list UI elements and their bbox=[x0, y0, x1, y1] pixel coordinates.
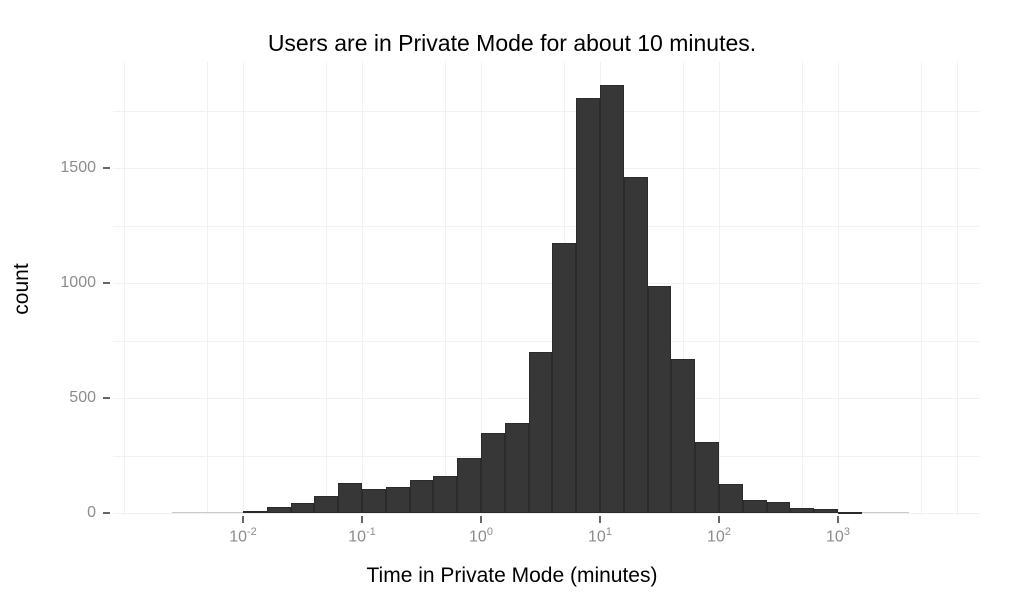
histogram-bar bbox=[600, 85, 624, 513]
gridline-vertical bbox=[802, 62, 804, 515]
gridline-horizontal bbox=[113, 513, 980, 514]
histogram-bar bbox=[861, 512, 886, 513]
x-tick-label: 102 bbox=[707, 526, 731, 546]
histogram-bar bbox=[481, 433, 505, 513]
y-tick-label: 1000 bbox=[60, 274, 96, 291]
histogram-bar bbox=[504, 422, 529, 513]
gridline-vertical bbox=[362, 62, 363, 515]
x-tick bbox=[242, 516, 244, 523]
histogram-bar bbox=[647, 286, 672, 513]
gridline-vertical bbox=[445, 62, 447, 515]
gridline-vertical bbox=[124, 62, 125, 515]
histogram-bar bbox=[671, 359, 696, 513]
histogram-bar bbox=[457, 458, 481, 513]
y-tick bbox=[103, 282, 110, 284]
x-tick bbox=[599, 516, 601, 523]
histogram-bar bbox=[338, 482, 362, 513]
histogram-bar bbox=[385, 487, 410, 513]
gridline-vertical bbox=[719, 62, 720, 515]
gridline-horizontal bbox=[113, 283, 980, 284]
histogram-bar bbox=[409, 480, 434, 513]
histogram-bar bbox=[266, 507, 291, 513]
y-tick-label: 1500 bbox=[60, 159, 96, 176]
histogram-bar bbox=[195, 512, 220, 513]
histogram-bar bbox=[433, 475, 458, 513]
histogram-bar bbox=[790, 507, 815, 513]
gridline-vertical bbox=[243, 62, 244, 515]
gridline-vertical bbox=[838, 62, 839, 515]
histogram-bar bbox=[838, 512, 862, 515]
y-tick bbox=[103, 167, 110, 169]
gridline-vertical bbox=[957, 62, 958, 515]
x-tick-label: 10-1 bbox=[348, 526, 376, 546]
histogram-bar bbox=[695, 441, 719, 513]
histogram-bar bbox=[528, 352, 553, 513]
x-tick-label: 101 bbox=[588, 526, 612, 546]
histogram-bar bbox=[742, 499, 767, 513]
histogram-bar bbox=[576, 97, 600, 513]
gridline-vertical bbox=[207, 62, 209, 515]
histogram-bar bbox=[814, 509, 838, 513]
gridline-vertical bbox=[481, 62, 482, 515]
x-tick-label: 103 bbox=[826, 526, 850, 546]
x-tick bbox=[361, 516, 363, 523]
histogram-bar bbox=[719, 484, 743, 513]
histogram-bar bbox=[766, 502, 791, 513]
gridline-vertical bbox=[326, 62, 328, 515]
x-tick bbox=[718, 516, 720, 523]
histogram-bar bbox=[219, 512, 243, 513]
x-tick-label: 100 bbox=[469, 526, 493, 546]
gridline-horizontal bbox=[113, 110, 980, 112]
histogram-bar bbox=[171, 512, 196, 513]
histogram-bar bbox=[243, 510, 267, 513]
x-tick bbox=[837, 516, 839, 523]
x-axis-title: Time in Private Mode (minutes) bbox=[366, 564, 658, 587]
y-tick bbox=[103, 512, 110, 514]
histogram-bar bbox=[623, 177, 648, 513]
y-tick bbox=[103, 397, 110, 399]
y-tick-label: 500 bbox=[69, 389, 96, 406]
histogram-bar bbox=[362, 489, 386, 513]
histogram-bar bbox=[552, 242, 577, 513]
gridline-horizontal bbox=[113, 225, 980, 227]
gridline-vertical bbox=[921, 62, 923, 515]
chart-title: Users are in Private Mode for about 10 m… bbox=[267, 30, 757, 56]
x-tick-label: 10-2 bbox=[229, 526, 257, 546]
x-tick bbox=[480, 516, 482, 523]
y-tick-label: 0 bbox=[87, 504, 96, 521]
gridline-horizontal bbox=[113, 340, 980, 342]
histogram-bar bbox=[314, 495, 339, 513]
histogram-bar bbox=[290, 502, 315, 513]
gridline-horizontal bbox=[113, 168, 980, 169]
histogram-bar bbox=[885, 512, 910, 513]
gridline-vertical bbox=[683, 62, 685, 515]
